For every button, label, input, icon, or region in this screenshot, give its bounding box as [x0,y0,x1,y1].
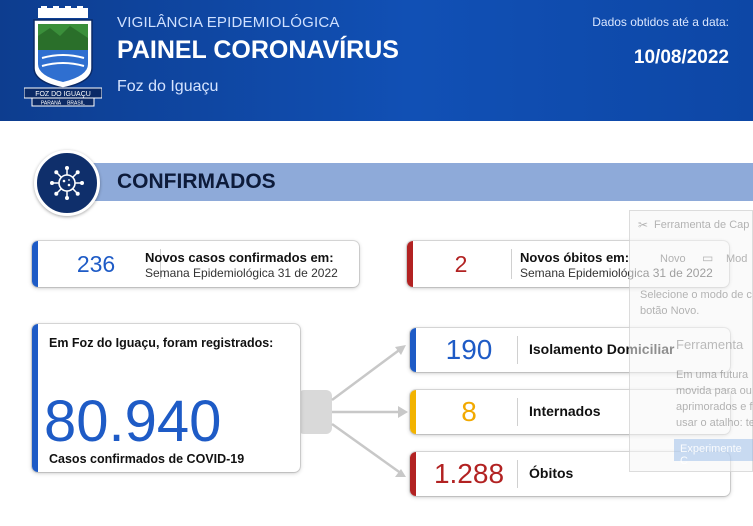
header-banner: FOZ DO IGUAÇU PARANÁ BRASIL VIGILÂNCIA E… [0,0,753,121]
overlay-p3: aprimorados e f [676,401,753,413]
overlay-mode-button[interactable]: Mod [726,253,748,265]
home-isolation-value: 190 [445,334,493,365]
home-isolation-accent-bar [410,328,416,372]
new-cases-value: 236 [76,251,116,277]
overlay-p1: Em uma futura [676,369,749,381]
section-band [52,163,753,201]
total-intro: Em Foz do Iguaçu, foram registrados: [49,336,274,350]
new-deaths-value: 2 [454,251,468,277]
overlay-p4: usar o atalho: te [676,417,753,429]
hospitalized-value: 8 [461,396,477,427]
hospitalized-accent-bar [410,390,416,434]
overlay-line2: botão Novo. [640,305,700,317]
divider [517,398,518,426]
deaths-accent-bar [410,452,416,496]
overlay-line1: Selecione o modo de c [640,289,752,301]
date-label: Dados obtidos até a data: [592,15,729,29]
scissors-icon: ✂ [638,218,649,232]
header-kicker: VIGILÂNCIA EPIDEMIOLÓGICA [117,14,340,31]
divider [160,249,161,279]
overlay-new-button[interactable]: Novo [660,253,686,265]
divider [517,460,518,488]
crest-country-text: BRASIL [67,101,85,107]
monitor-icon: ▭ [702,251,714,265]
new-cases-label: Novos casos confirmados em: [145,250,334,265]
overlay-try-button[interactable]: Experimente C [674,439,753,467]
new-cases-card: 236 Novos casos confirmados em: Semana E… [32,241,359,287]
new-cases-accent-bar [32,241,38,287]
new-deaths-label: Novos óbitos em: [520,250,630,265]
page-title: PAINEL CORONAVÍRUS [117,36,399,64]
crest-city-text: FOZ DO IGUAÇU [35,91,91,98]
virus-icon [50,166,84,200]
total-value: 80.940 [44,389,222,454]
city-crest-logo: FOZ DO IGUAÇU PARANÁ BRASIL [24,6,102,107]
total-accent-bar [32,324,38,472]
total-cases-card: Em Foz do Iguaçu, foram registrados: 80.… [32,324,300,472]
divider [511,249,512,279]
section-title: CONFIRMADOS [117,170,276,193]
snipping-tool-overlay[interactable]: Ferramenta de Cap ✂ Novo ▭ Mod Selecione… [629,210,753,472]
overlay-p2: movida para ou [676,385,752,397]
overlay-title: Ferramenta de Cap [654,219,750,231]
virus-icon-badge [34,150,100,216]
connector-arrows [298,345,408,477]
crest-state-text: PARANÁ [41,100,62,107]
deaths-value: 1.288 [433,458,505,489]
total-label: Casos confirmados de COVID-19 [49,452,245,466]
header-city: Foz do Iguaçu [117,78,219,95]
deaths-label: Óbitos [529,465,574,481]
date-value: 10/08/2022 [633,47,729,68]
overlay-section: Ferramenta [676,337,744,352]
new-deaths-accent-bar [407,241,413,287]
divider [517,336,518,364]
hospitalized-label: Internados [529,403,601,419]
new-cases-week: Semana Epidemiológica 31 de 2022 [145,266,338,280]
